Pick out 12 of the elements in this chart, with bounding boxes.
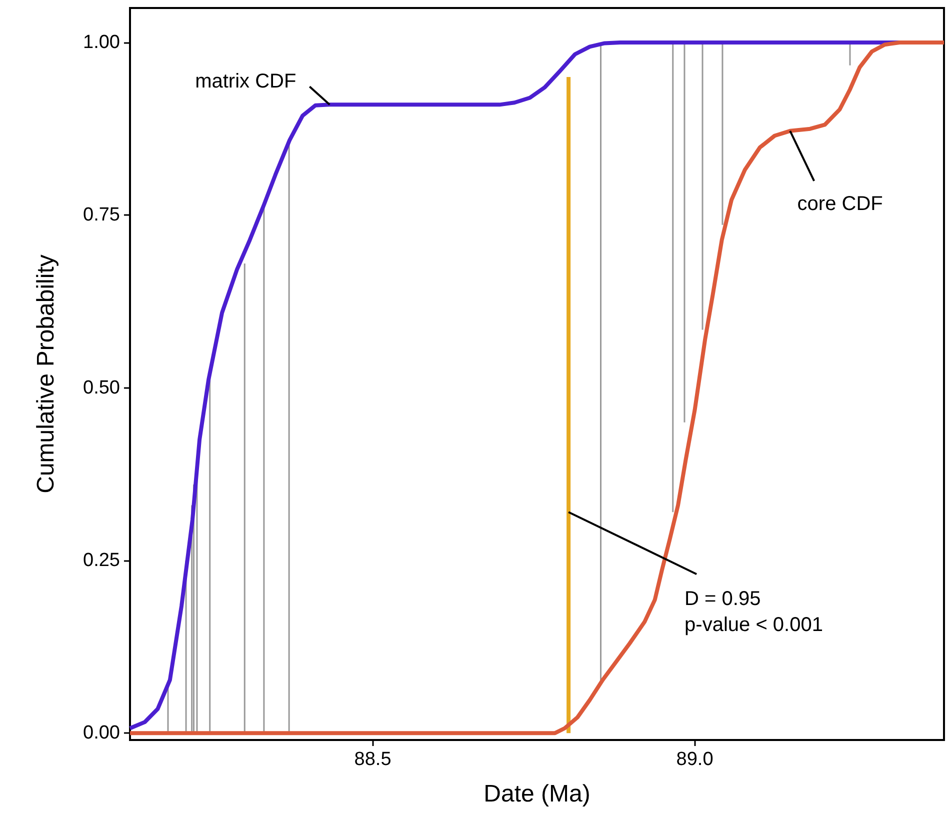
x-tick-label: 88.5 (354, 749, 392, 770)
x-tick-label: 89.0 (676, 749, 714, 770)
y-tick-label: 1.00 (83, 32, 120, 54)
annotation: matrix CDF (195, 70, 296, 93)
annotation: core CDF (797, 192, 883, 215)
y-tick-label: 0.00 (83, 722, 120, 744)
annotation: D = 0.95 p-value < 0.001 (684, 588, 823, 636)
y-axis-title: Cumulative Probability (32, 254, 60, 494)
y-tick-label: 0.50 (83, 377, 120, 398)
x-axis-title: Date (Ma) (484, 780, 590, 808)
y-tick-label: 0.25 (83, 550, 120, 571)
y-tick-label: 0.75 (83, 204, 120, 226)
